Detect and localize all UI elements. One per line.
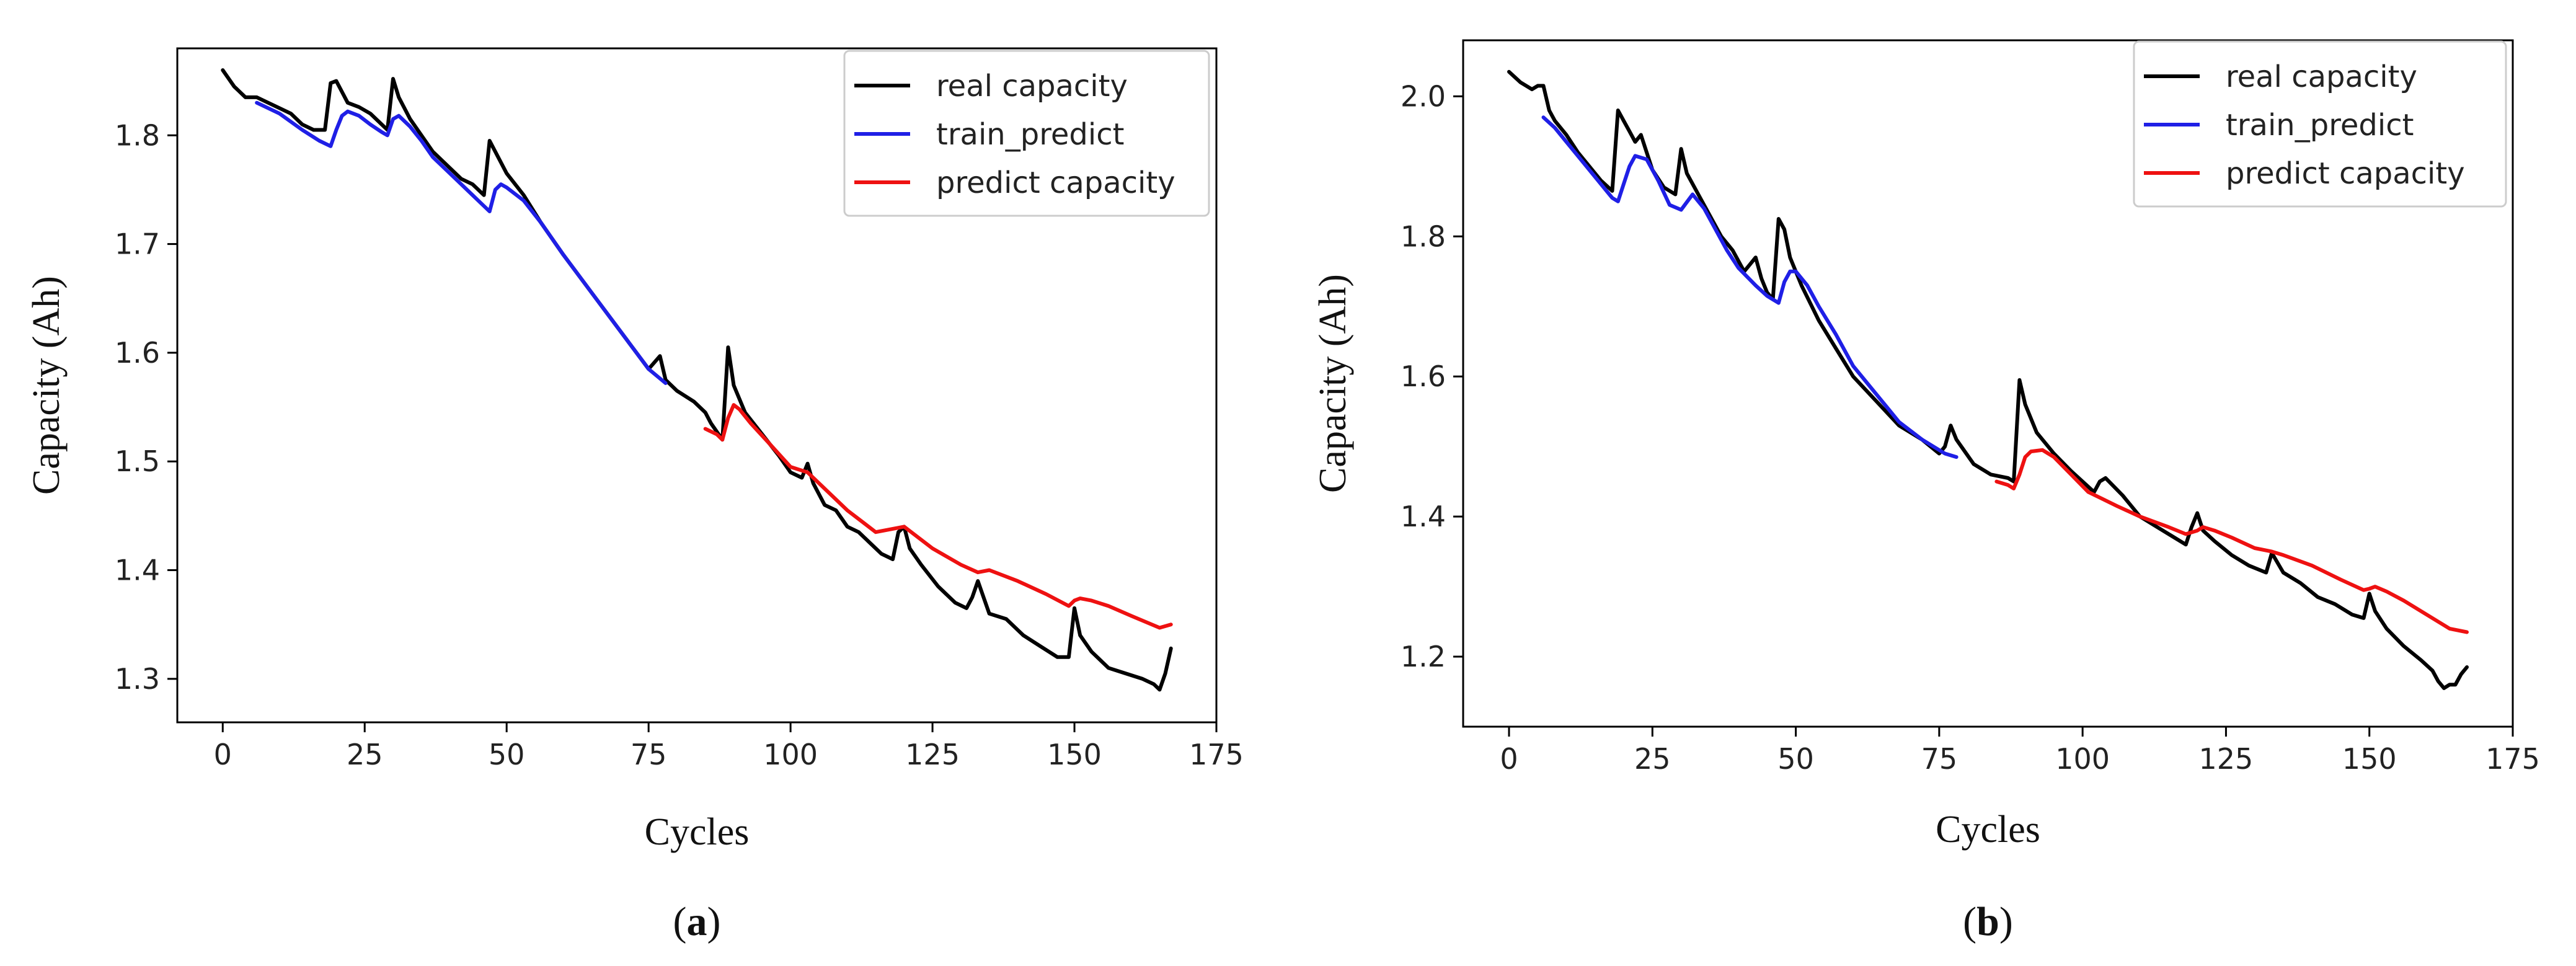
legend-label: predict capacity [2226,156,2465,191]
legend-box [2133,40,2507,208]
plot-frame [176,47,1218,724]
x-tick-label: 100 [763,738,818,771]
caption-close: ) [707,899,721,944]
y-tick-label: 1.4 [115,554,160,587]
panel-caption: (a) [673,899,721,944]
caption-open: ( [1963,899,1976,944]
series-line-train-predict [1541,115,1959,459]
x-tick-label: 50 [1777,742,1814,776]
x-tick-label: 125 [2199,742,2254,776]
panel-a: 0 25 50 75 100 125 150 175 1.3 1.4 1.5 1.6 1.7 1.8 Cyc… [25,47,1244,944]
x-tick-label: 75 [631,738,667,771]
plot-frame [1462,39,2514,728]
panel-caption: (b) [1963,899,2013,944]
x-tick-label: 50 [489,738,525,771]
x-tick-label: 25 [1634,742,1671,776]
x-tick-label: 150 [2342,742,2397,776]
y-tick-label: 1.8 [1401,219,1446,253]
x-tick-label: 175 [1189,738,1244,771]
series-line-predict-capacity [703,403,1173,630]
legend-label: real capacity [2226,60,2417,94]
x-tick-label: 175 [2485,742,2540,776]
caption-open: ( [673,899,687,944]
x-tick-label: 25 [347,738,383,771]
x-tick-label: 0 [214,738,232,771]
panel-b: 0 25 50 75 100 125 150 175 1.2 1.4 1.6 1.8 2.0 Cycles… [1312,39,2540,944]
y-axis-title: Capacity (Ah) [1312,274,1354,493]
caption-letter: a [687,899,707,944]
series-line-predict-capacity [1994,448,2469,634]
series-line-real-capacity [1507,69,2469,690]
x-axis-title: Cycles [645,811,750,853]
x-axis-title: Cycles [1936,809,2040,851]
y-tick-label: 1.6 [1401,360,1446,393]
x-tick-label: 100 [2055,742,2110,776]
x-tick-label: 150 [1047,738,1102,771]
caption-close: ) [1999,899,2013,944]
legend-box [843,50,1210,217]
x-tick-label: 75 [1921,742,1958,776]
legend-label: train_predict [936,117,1124,152]
x-tick-label: 0 [1500,742,1518,776]
y-tick-label: 1.2 [1401,640,1446,673]
y-tick-label: 1.3 [115,662,160,696]
legend-label: train_predict [2226,108,2414,143]
y-tick-label: 1.7 [115,228,160,261]
caption-letter: b [1976,899,1999,944]
series-line-real-capacity [221,68,1173,692]
legend-label: predict capacity [936,166,1175,200]
x-tick-label: 125 [905,738,960,771]
legend-label: real capacity [936,69,1128,104]
y-tick-label: 1.8 [115,118,160,152]
y-tick-label: 1.4 [1401,500,1446,533]
y-axis-title: Capacity (Ah) [25,276,68,495]
series-line-train-predict [255,100,668,385]
y-tick-label: 1.5 [115,445,160,478]
y-tick-label: 1.6 [115,336,160,370]
y-tick-label: 2.0 [1401,79,1446,113]
